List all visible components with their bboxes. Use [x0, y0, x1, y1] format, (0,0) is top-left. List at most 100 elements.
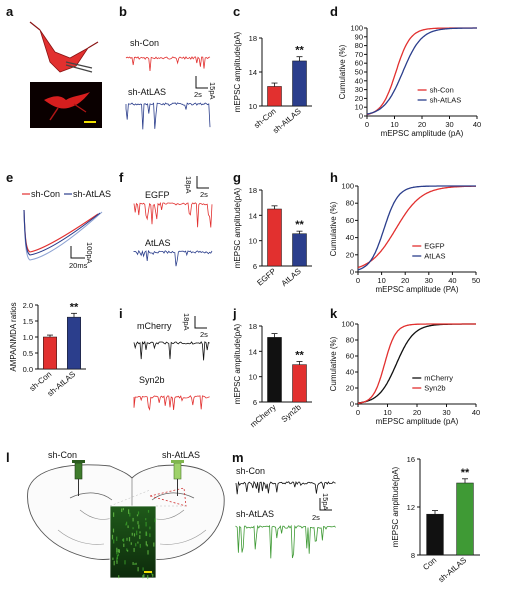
neuron-fluorescence-image — [30, 82, 102, 128]
significance-marker: ** — [295, 219, 304, 231]
trace-egfp — [133, 201, 213, 228]
fluor-speck — [147, 510, 150, 513]
series-line — [366, 27, 477, 115]
fluor-speck — [139, 543, 141, 548]
y-tick-label: 1.0 — [23, 333, 33, 342]
panel-label-m: m — [232, 450, 244, 465]
scale-bar-m: 15pA 2s — [312, 493, 332, 522]
bar — [267, 208, 282, 267]
y-tick-label: 80 — [355, 41, 363, 50]
bar — [267, 86, 282, 107]
fluor-speck — [137, 567, 139, 572]
trace-label-shcon: sh-Con — [130, 38, 159, 48]
fluor-speck — [149, 533, 151, 537]
fluor-speck — [146, 544, 148, 547]
trace-label-atlas: AtLAS — [145, 238, 171, 248]
fluor-speck — [128, 537, 131, 542]
x-tick-label: 10 — [377, 276, 385, 285]
category-label: sh-AtLAS — [271, 107, 303, 136]
y-tick-label: 80 — [346, 199, 354, 208]
bar — [67, 316, 81, 370]
injection-label-shatlas: sh-AtLAS — [162, 450, 200, 460]
syringe-icon: sh-Con — [48, 450, 85, 496]
y-tick-label: 18 — [249, 34, 257, 43]
fluor-speck — [145, 518, 147, 521]
fluor-speck — [138, 524, 140, 529]
fluor-speck — [136, 514, 139, 517]
fluor-speck — [133, 548, 135, 552]
fluor-speck — [146, 532, 148, 536]
trace-m-shatlas — [235, 524, 336, 559]
scale-y-label: 18pA — [184, 176, 193, 194]
x-tick-label: 30 — [445, 120, 453, 129]
fluor-speck — [116, 547, 118, 553]
fluor-speck — [137, 541, 139, 544]
panel-label-i: i — [119, 306, 123, 321]
trace-label-mcherry: mCherry — [137, 321, 172, 331]
fluor-speck — [111, 534, 114, 540]
fluor-speck — [136, 530, 138, 536]
fluor-speck — [128, 509, 130, 514]
y-tick-label: 40 — [355, 76, 363, 85]
x-tick-label: 0 — [356, 408, 360, 417]
x-tick-label: 40 — [448, 276, 456, 285]
x-tick-label: 10 — [390, 120, 398, 129]
panel-label-g: g — [233, 170, 241, 185]
series-line — [357, 185, 476, 269]
panel-label-j: j — [232, 306, 237, 321]
trace-atlas — [133, 249, 213, 267]
fluor-speck — [142, 575, 144, 579]
trace-line — [133, 340, 210, 361]
legend-label: AtLAS — [424, 252, 445, 261]
fluor-speck — [127, 525, 129, 529]
trace-line — [133, 395, 210, 411]
panel-label-e: e — [6, 170, 13, 185]
significance-marker: ** — [295, 45, 304, 57]
y-tick-label: 0.5 — [23, 349, 33, 358]
epsc-traces: sh-Con sh-AtLAS 100pA 20ms — [22, 189, 111, 270]
y-tick-label: 30 — [355, 85, 363, 94]
trace-label-egfp: EGFP — [145, 190, 170, 200]
y-tick-label: 60 — [346, 216, 354, 225]
significance-marker: ** — [70, 301, 79, 313]
x-tick-label: 20 — [418, 120, 426, 129]
trace-line — [133, 201, 213, 228]
x-tick-label: 20 — [401, 276, 409, 285]
y-tick-label: 100 — [341, 182, 354, 191]
y-tick-label: 40 — [346, 233, 354, 242]
y-axis-label: AMPA/NMDA ratios — [9, 302, 18, 371]
fluor-speck — [129, 512, 131, 517]
injection-label-shcon: sh-Con — [48, 450, 77, 460]
fluor-speck — [131, 532, 133, 536]
bar — [292, 364, 307, 403]
y-tick-label: 100 — [350, 24, 363, 33]
fluor-speck — [152, 574, 154, 577]
scale-y-label: 18pA — [182, 313, 191, 331]
y-axis-label: Cumulative (%) — [329, 201, 338, 256]
category-label: Con — [421, 556, 438, 572]
series-line — [357, 185, 476, 271]
fluor-speck — [113, 560, 115, 566]
y-axis-label: mEPSC amplitude(pA) — [233, 31, 242, 112]
category-label: AtLAS — [280, 267, 303, 288]
panel-label-f: f — [119, 170, 124, 185]
chart-k-cumulative: 0 20 40 60 80 100 0 10 20 30 40 mEPSC amplitude (pA… — [329, 320, 480, 427]
trace-m-shcon — [235, 480, 336, 495]
x-axis-label: mEPSC amplitude (pA) — [376, 417, 459, 426]
trace-syn2b — [133, 395, 210, 411]
legend-label: sh-AtLAS — [430, 96, 462, 105]
y-tick-label: 14 — [249, 211, 257, 220]
fluor-speck — [116, 536, 118, 541]
y-axis-label: Cumulative (%) — [338, 44, 347, 99]
y-tick-label: 60 — [346, 352, 354, 361]
x-axis-label: mEPSC amplitude (PA) — [376, 285, 459, 294]
y-tick-label: 20 — [346, 250, 354, 259]
panel-label-a: a — [6, 4, 14, 19]
significance-marker: ** — [295, 349, 304, 361]
y-axis-label: mEPSC amplitude(pA) — [233, 323, 242, 404]
fluor-speck — [122, 508, 124, 511]
fluor-speck — [116, 560, 118, 564]
